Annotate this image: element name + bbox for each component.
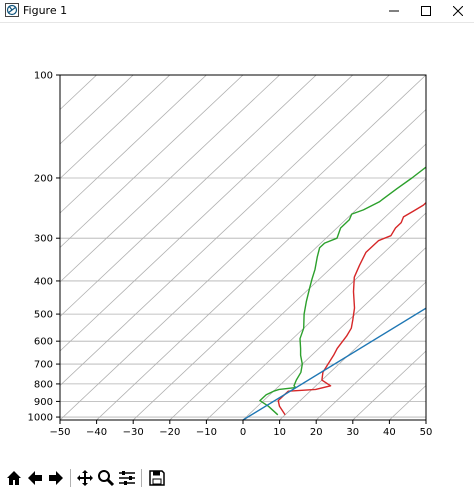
x-tick-label: 0	[240, 427, 246, 438]
isotherm-gridline	[242, 246, 426, 420]
toolbar-separator	[70, 469, 71, 487]
isotherm-gridline	[60, 75, 134, 145]
zoom-button[interactable]	[96, 467, 116, 489]
back-button[interactable]	[25, 467, 45, 489]
profile-line	[259, 166, 426, 416]
isotherm-gridline	[315, 315, 426, 420]
isotherm-gridline	[389, 384, 426, 420]
isotherm-gridline	[60, 75, 280, 283]
window-title: Figure 1	[23, 4, 68, 17]
pan-icon	[77, 470, 93, 486]
pan-button[interactable]	[75, 467, 95, 489]
forward-arrow-icon	[49, 471, 63, 485]
x-tick-label: 10	[273, 427, 286, 438]
maximize-icon	[421, 6, 431, 16]
x-tick-label: −40	[86, 427, 107, 438]
isotherm-gridline	[60, 75, 171, 180]
isotherm-gridline	[279, 281, 426, 420]
home-button[interactable]	[4, 467, 24, 489]
minimize-icon	[389, 10, 399, 12]
isotherm-gridline	[60, 75, 207, 214]
isotherm-gridline	[169, 177, 426, 420]
profile-line	[242, 307, 426, 420]
isotherm-gridline	[352, 350, 426, 420]
x-tick-label: −20	[159, 427, 180, 438]
isotherm-gridline	[206, 212, 426, 420]
x-tick-label: 20	[310, 427, 323, 438]
x-tick-label: −10	[196, 427, 217, 438]
close-icon	[453, 6, 463, 16]
profile-line	[277, 201, 426, 416]
minimize-button[interactable]	[378, 0, 410, 22]
isotherm-gridline	[60, 75, 354, 352]
isotherm-layer	[60, 75, 426, 420]
isotherm-gridline	[132, 143, 426, 420]
save-button[interactable]	[147, 467, 167, 489]
forward-button[interactable]	[46, 467, 66, 489]
y-tick-label: 700	[34, 360, 53, 371]
isotherm-gridline	[60, 75, 390, 387]
x-tick-label: 50	[420, 427, 433, 438]
isotherm-gridline	[425, 419, 426, 420]
y-tick-label: 100	[34, 71, 53, 82]
navigation-toolbar	[0, 465, 474, 493]
x-tick-label: 40	[383, 427, 396, 438]
configure-subplots-icon	[119, 471, 135, 485]
y-tick-label: 900	[34, 397, 53, 408]
home-icon	[7, 471, 21, 485]
x-tick-label: −30	[123, 427, 144, 438]
zoom-icon	[98, 470, 115, 487]
y-tick-label: 300	[34, 234, 53, 245]
series-layer	[242, 166, 426, 420]
y-tick-label: 800	[34, 379, 53, 390]
back-arrow-icon	[28, 471, 42, 485]
figure-canvas[interactable]: 100 200 300 400 500 600 700 800 900 1000 −50 −40 −30…	[0, 23, 474, 463]
toolbar-separator	[141, 469, 142, 487]
matplotlib-app-icon	[5, 3, 19, 17]
y-tick-label: 600	[34, 337, 53, 348]
close-button[interactable]	[442, 0, 474, 22]
x-tick-label: −50	[49, 427, 70, 438]
maximize-button[interactable]	[410, 0, 442, 22]
isotherm-gridline	[60, 75, 244, 249]
isotherm-gridline	[96, 108, 426, 420]
y-tick-label: 200	[34, 173, 53, 184]
y-tick-label: 400	[34, 276, 53, 287]
y-tick-label: 1000	[28, 413, 53, 424]
x-tick-label: 30	[346, 427, 359, 438]
isotherm-gridline	[60, 75, 426, 420]
title-bar: Figure 1	[0, 0, 474, 23]
save-icon	[149, 470, 165, 486]
configure-subplots-button[interactable]	[117, 467, 137, 489]
isotherm-gridline	[60, 75, 317, 318]
y-tick-label: 500	[34, 310, 53, 321]
